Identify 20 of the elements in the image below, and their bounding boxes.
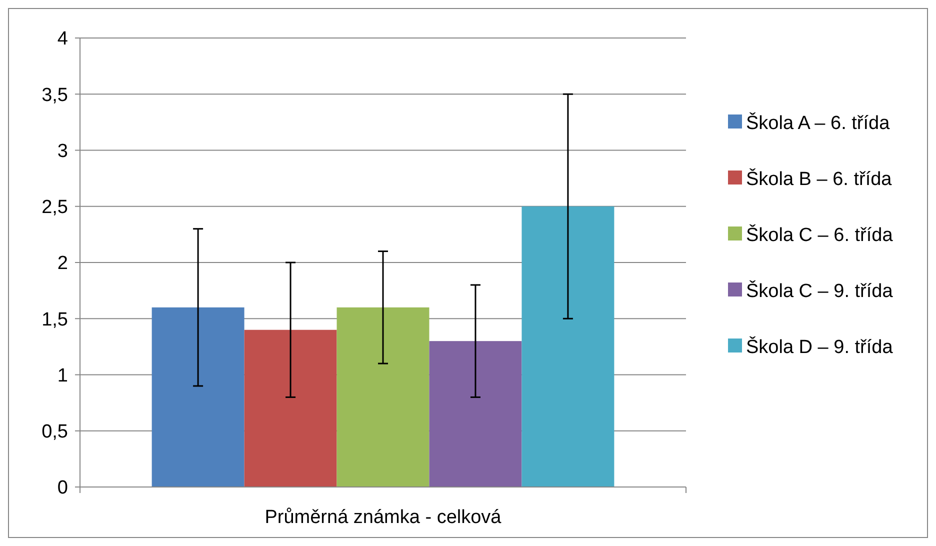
- y-tick-label: 0,5: [42, 422, 68, 443]
- x-tick-label: Průměrná známka - celková: [264, 507, 502, 528]
- legend-label: Škola C – 6. třída: [746, 224, 894, 246]
- y-tick-label: 4: [57, 28, 68, 50]
- bar: [429, 341, 522, 487]
- y-tick-label: 3,5: [42, 84, 68, 106]
- legend-label: Škola B – 6. třída: [746, 168, 892, 190]
- legend-label: Škola A – 6. třída: [746, 112, 890, 134]
- y-tick-label: 1: [57, 365, 68, 386]
- y-tick-label: 1,5: [42, 309, 68, 330]
- y-tick-label: 0: [57, 478, 68, 499]
- bar: [522, 206, 614, 487]
- y-tick-label: 2: [57, 253, 68, 274]
- legend-label: Škola C – 9. třída: [746, 280, 894, 302]
- bar: [336, 307, 430, 487]
- bar: [152, 307, 244, 487]
- bar: [244, 330, 337, 487]
- y-tick-label: 2,5: [42, 197, 68, 218]
- y-tick-label: 3: [57, 140, 68, 162]
- legend-label: Škola D – 9. třída: [746, 336, 894, 358]
